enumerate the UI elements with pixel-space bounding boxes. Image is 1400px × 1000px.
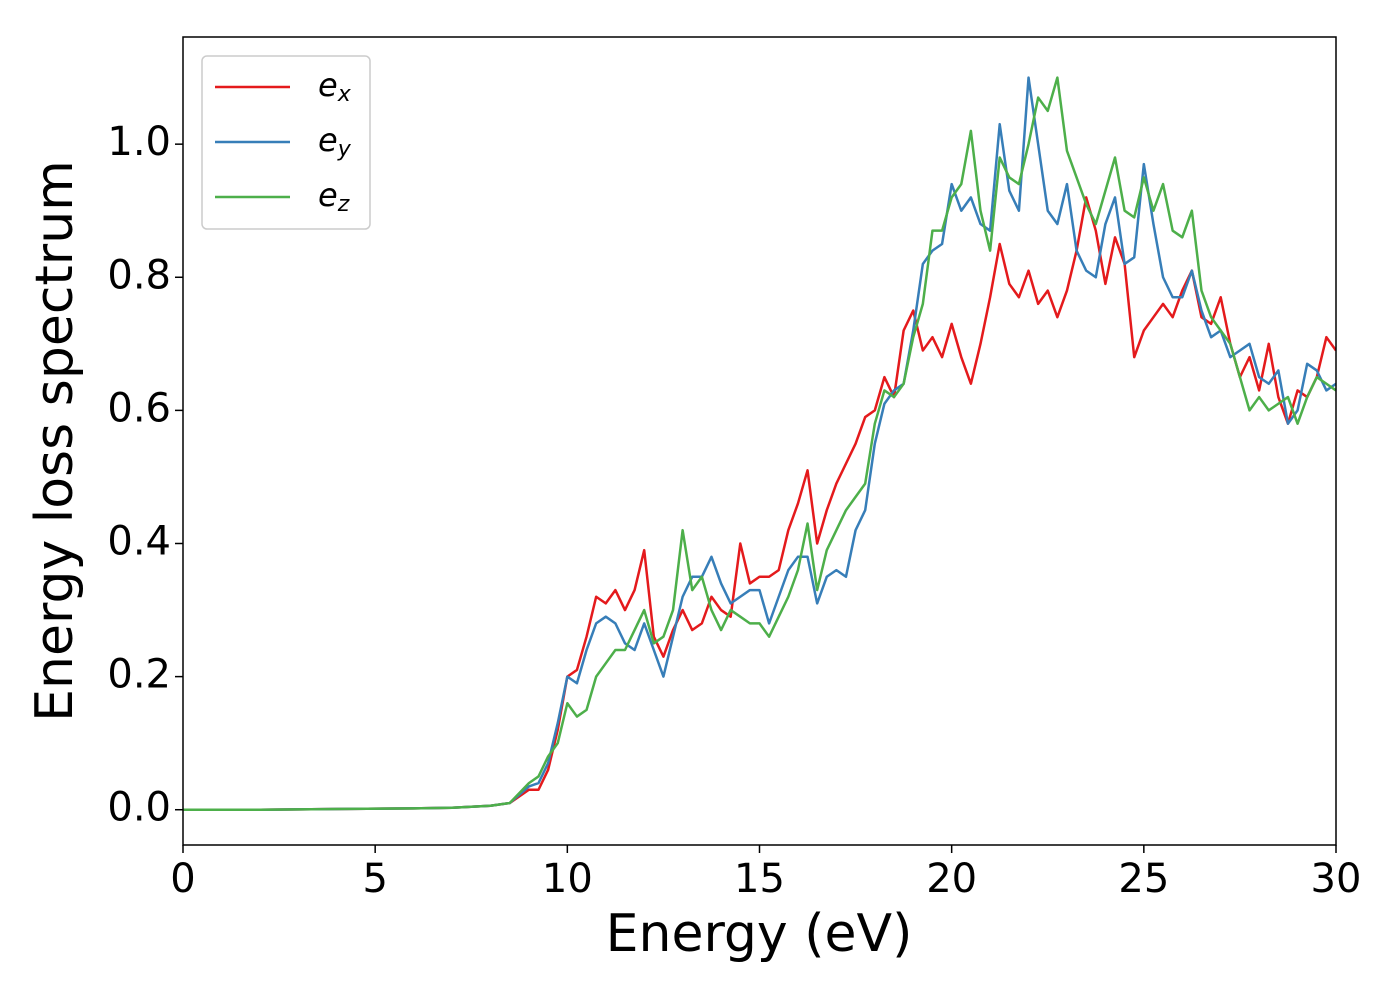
x-tick-label: 25 xyxy=(1118,856,1169,902)
legend-label: ex xyxy=(318,66,352,107)
plot-frame xyxy=(182,36,1337,846)
legend-label: ez xyxy=(318,176,350,217)
x-tick-label: 30 xyxy=(1311,856,1362,902)
y-tick-label: 0.4 xyxy=(107,518,171,564)
x-tick-label: 10 xyxy=(542,856,593,902)
legend-label: ey xyxy=(318,121,352,162)
y-tick-label: 0.2 xyxy=(107,652,171,698)
x-axis-label: Energy (eV) xyxy=(606,904,913,964)
y-tick-label: 0.6 xyxy=(107,385,171,431)
x-tick-label: 15 xyxy=(734,856,785,902)
x-tick-label: 20 xyxy=(926,856,977,902)
y-axis-label: Energy loss spectrum xyxy=(25,160,85,722)
y-tick-label: 0.0 xyxy=(107,785,171,831)
x-tick-label: 5 xyxy=(362,856,387,902)
x-tick-label: 0 xyxy=(170,856,195,902)
series-line xyxy=(183,76,1336,811)
series-line xyxy=(183,76,1336,811)
y-tick-label: 0.8 xyxy=(107,252,171,298)
y-tick-label: 1.0 xyxy=(107,119,171,165)
